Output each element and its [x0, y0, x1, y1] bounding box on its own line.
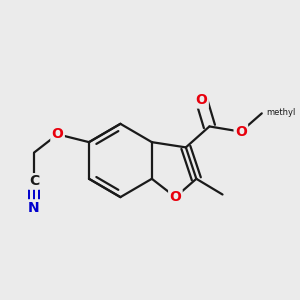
Text: O: O	[52, 127, 64, 141]
Text: N: N	[28, 201, 40, 214]
Text: O: O	[235, 125, 247, 139]
Text: O: O	[169, 190, 181, 204]
Text: C: C	[29, 174, 39, 188]
Text: methyl: methyl	[266, 107, 296, 116]
Text: O: O	[196, 93, 208, 107]
